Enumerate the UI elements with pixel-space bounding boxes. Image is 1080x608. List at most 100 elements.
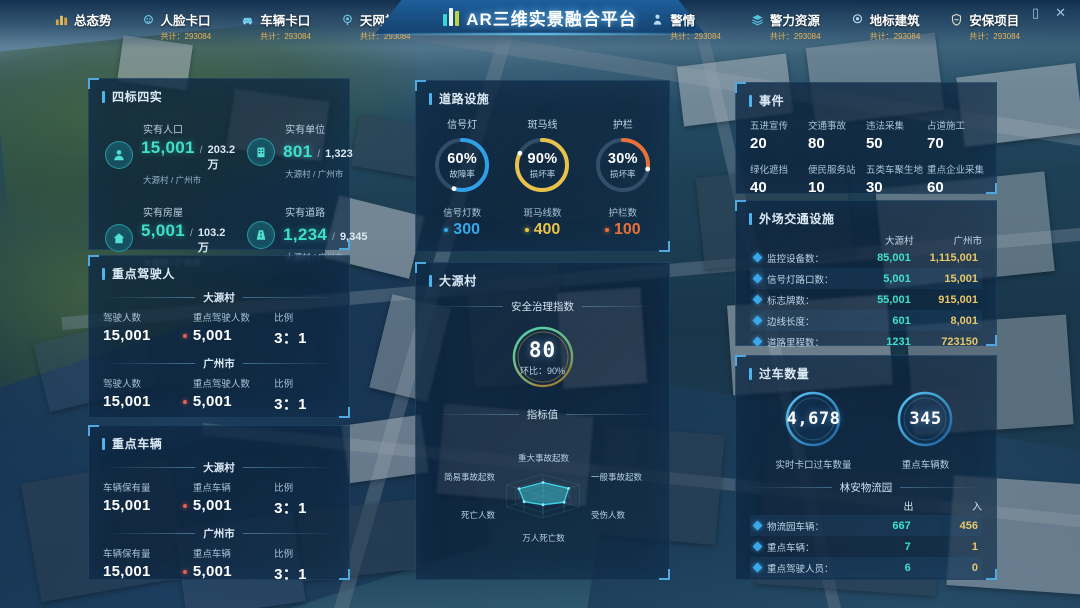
divider-line (103, 533, 196, 534)
location-pin-icon (851, 13, 864, 26)
cell-label: 比例 (274, 549, 294, 560)
nav-left-group: 总态势 人脸卡口 共计：293084 车辆卡口 共计：293084 (55, 10, 411, 42)
divider-line (430, 414, 519, 415)
cell-label: 比例 (274, 483, 294, 494)
circle-stat-key-vehicles[interactable]: 345 重点车辆数 (894, 388, 956, 471)
stat-sublabel: 大源村 / 广州市 (143, 175, 202, 185)
circle-stat-realtime[interactable]: 4,678 实时卡口过车数量 (775, 388, 852, 471)
minimize-button[interactable]: ▯ (1031, 5, 1040, 20)
nav-item-6[interactable]: 地标建筑 共计：293084 (851, 10, 921, 42)
row-key: 标志牌数： (767, 295, 815, 307)
panel-header: 大源村 (416, 263, 669, 289)
chart-bar-icon (55, 13, 68, 26)
panel-title: 四标四实 (112, 90, 163, 104)
police-person-icon (651, 13, 664, 26)
table-row[interactable]: 信号灯路口数： 5,001 15,001 (750, 268, 982, 289)
row-key: 重点车辆： (767, 542, 815, 554)
face-icon (142, 13, 155, 26)
donut-signal-light[interactable]: 信号灯 60% 故障率 信号灯数 300 (431, 116, 493, 239)
stat-label: 实有单位 (285, 125, 326, 136)
cell-value: 3：1 (274, 330, 307, 347)
row-value-in: 0 (971, 561, 978, 574)
table-row[interactable]: 物流园车辆： 667 456 (750, 515, 982, 536)
nav-right-group: 警情 共计：293084 警力资源 共计：293084 地标建筑 共计：2930… (651, 10, 1020, 42)
row-value-city: 915,001 (938, 293, 978, 306)
event-value: 20 (750, 135, 767, 152)
event-item[interactable]: 占道施工 70 (927, 118, 984, 152)
row-key: 道路里程数： (767, 337, 825, 349)
car-icon (241, 13, 254, 26)
stat-label: 实有房屋 (143, 208, 183, 219)
group-name: 大源村 (203, 462, 235, 474)
stat-item[interactable]: 实有人口 15,001 / 203.2万 大源村 / 广州市 (105, 121, 235, 186)
stat-sublabel: 大源村 / 广州市 (285, 169, 344, 179)
nav-item-5[interactable]: 警力资源 共计：293084 (751, 10, 821, 42)
divider-line (242, 533, 335, 534)
nav-item-7[interactable]: 安保项目 共计：293084 (950, 10, 1020, 42)
event-label: 重点企业采集 (926, 165, 984, 176)
donut-foot-value: 400 (524, 221, 560, 239)
panel-vehicle-passage: 过车数量 4,678 实时卡口过车数量 (735, 355, 997, 580)
event-item[interactable]: 便民服务站 10 (808, 162, 862, 196)
table-row[interactable]: 边线长度： 601 8,001 (750, 310, 982, 331)
table-row: 车辆保有量 15,001 重点车辆 5,001 比例 3：1 (103, 546, 335, 584)
title-accent-bar (429, 92, 432, 105)
row-value-in: 456 (959, 519, 978, 532)
panel-header: 外场交通设施 (736, 201, 996, 227)
table-header: 大源村 广州市 (750, 233, 982, 247)
circle-value: 4,678 (786, 409, 841, 429)
donut-guardrail[interactable]: 护栏 30% 损坏率 护栏数 100 (592, 116, 654, 239)
table-row[interactable]: 标志牌数： 55,001 915,001 (750, 289, 982, 310)
diamond-icon (752, 273, 763, 284)
table-row[interactable]: 监控设备数： 85,001 1,115,001 (750, 247, 982, 268)
radar-chart-svg (506, 473, 580, 519)
title-accent-bar (102, 267, 105, 280)
donut-crosswalk[interactable]: 斑马线 90% 损坏率 斑马线数 400 (511, 116, 573, 239)
table-row[interactable]: 重点驾驶人员： 6 0 (750, 557, 982, 578)
table-header: 出 入 (736, 498, 996, 513)
stat-separator: / (190, 228, 193, 239)
gauge-container: 80 环比：90% (416, 321, 669, 393)
safety-index-gauge: 80 环比：90% (507, 321, 579, 393)
event-item[interactable]: 五类车聚生地 30 (866, 162, 923, 196)
donut-foot-label: 斑马线数 (523, 208, 562, 219)
row-value-village: 1231 (886, 335, 911, 348)
building-icon (247, 138, 276, 166)
nav-item-2[interactable]: 车辆卡口 共计：293084 (241, 10, 311, 42)
divider-line (750, 487, 832, 488)
panel-title: 重点驾驶人 (112, 267, 176, 281)
radar-label-4: 死亡人数 (460, 509, 495, 520)
table-row[interactable]: 重点车辆： 7 1 (750, 536, 982, 557)
panel-title: 过车数量 (759, 367, 810, 381)
stat-item[interactable]: 实有单位 801 / 1,323 大源村 / 广州市 (247, 121, 367, 186)
event-item[interactable]: 五进宣传 20 (750, 118, 804, 152)
cell-value: 5,001 (182, 327, 274, 344)
panel-header: 重点驾驶人 (89, 256, 349, 282)
event-value: 80 (807, 135, 825, 152)
person-icon (105, 141, 133, 169)
cell-label: 驾驶人数 (103, 313, 142, 324)
section-header-indicators: 指标值 (430, 407, 655, 422)
event-item[interactable]: 绿化遮挡 40 (750, 162, 804, 196)
event-item[interactable]: 重点企业采集 60 (927, 162, 984, 196)
table-row[interactable]: 道路里程数： 1231 723150 (750, 331, 982, 352)
facilities-table: 大源村 广州市 监控设备数： 85,001 1,115,001 信号灯路口数： … (736, 227, 996, 352)
row-value-out: 7 (904, 540, 911, 553)
nav-item-4[interactable]: 警情 共计：293084 (651, 10, 721, 42)
section-label: 林安物流园 (839, 482, 893, 494)
nav-item-0[interactable]: 总态势 (55, 10, 112, 42)
stat-separator: / (199, 145, 203, 156)
row-value-village: 85,001 (877, 251, 911, 264)
column-header-in: 入 (971, 502, 982, 513)
cell-label: 重点车辆 (192, 483, 231, 494)
cell-label: 重点驾驶人数 (192, 313, 250, 324)
panel-sibiao-sishi: 四标四实 实有人口 15,001 / 203.2万 大源村 / 广州市 实有单位 (88, 78, 367, 268)
event-item[interactable]: 交通事故 80 (808, 118, 862, 152)
close-button[interactable]: ✕ (1055, 5, 1066, 20)
group-header: 广州市 (103, 526, 335, 541)
event-label: 违法采集 (865, 121, 904, 132)
event-item[interactable]: 违法采集 50 (866, 118, 923, 152)
cell-label: 车辆保有量 (103, 483, 151, 494)
nav-item-1[interactable]: 人脸卡口 共计：293084 (142, 10, 211, 42)
nav-sub: 共计：293084 (869, 32, 921, 41)
